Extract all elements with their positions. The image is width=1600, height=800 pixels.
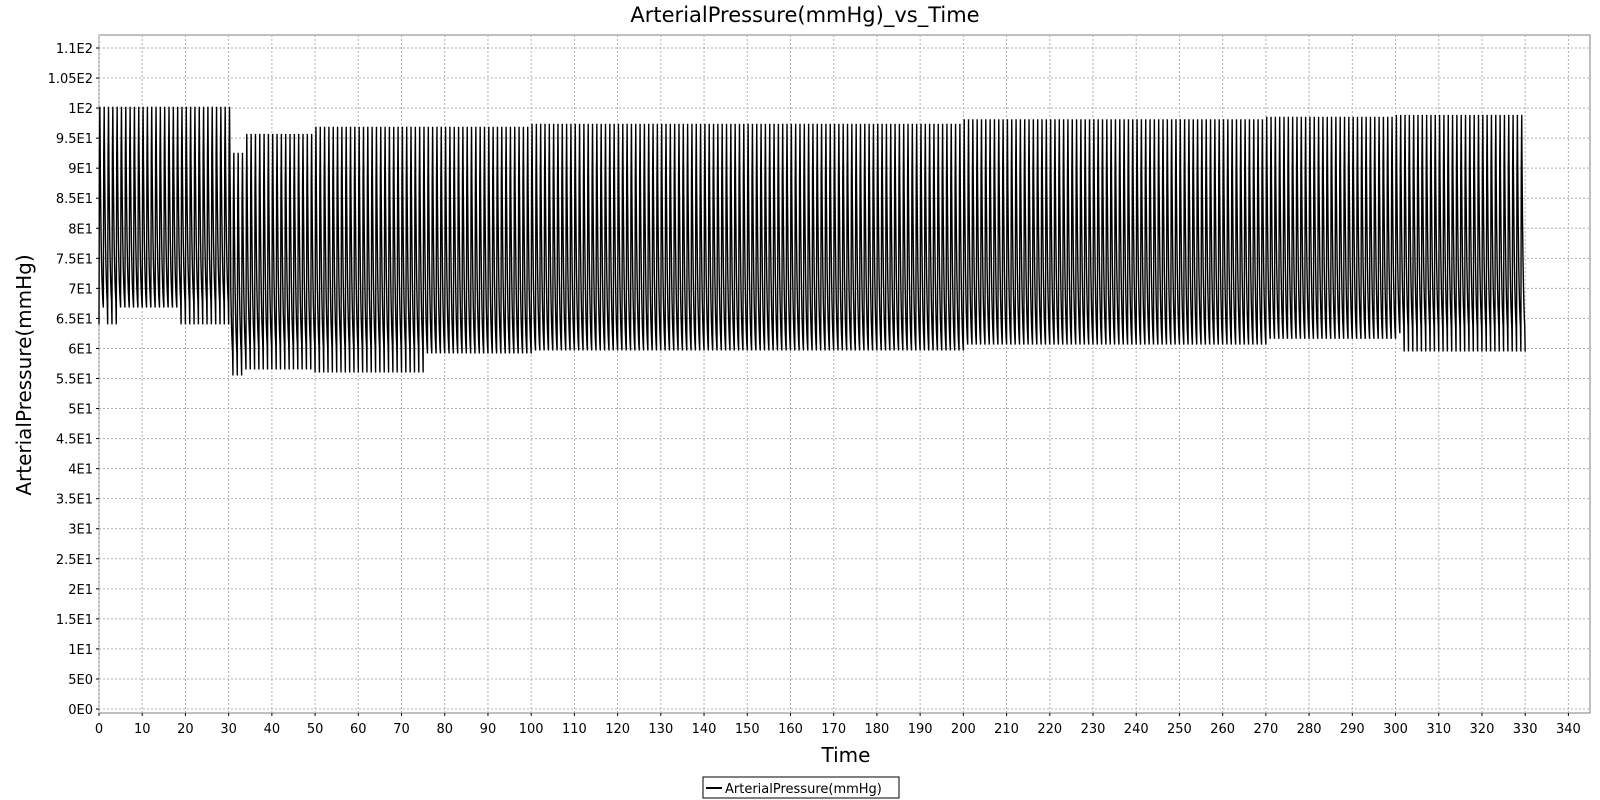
legend: ArterialPressure(mmHg) [702, 776, 900, 799]
y-tick-label: 6.5E1 [56, 312, 93, 327]
x-tick-label: 280 [1297, 722, 1322, 737]
legend-label: ArterialPressure(mmHg) [725, 782, 882, 797]
y-tick-label: 4E1 [68, 463, 93, 478]
x-tick-label: 80 [436, 722, 453, 737]
y-tick-label: 7.5E1 [56, 252, 93, 267]
x-axis-label: Time [821, 743, 871, 767]
x-tick-label: 330 [1513, 722, 1538, 737]
x-tick-label: 200 [951, 722, 976, 737]
x-tick-label: 40 [264, 722, 281, 737]
x-tick-label: 310 [1426, 722, 1451, 737]
x-tick-label: 220 [1037, 722, 1062, 737]
y-axis-label: ArterialPressure(mmHg) [12, 254, 36, 495]
x-tick-label: 300 [1383, 722, 1408, 737]
x-tick-label: 320 [1470, 722, 1495, 737]
x-tick-label: 260 [1210, 722, 1235, 737]
y-tick-label: 1.5E1 [56, 613, 93, 628]
y-tick-label: 8.5E1 [56, 192, 93, 207]
y-tick-label: 9E1 [68, 162, 93, 177]
x-tick-label: 120 [605, 722, 630, 737]
x-tick-label: 270 [1253, 722, 1278, 737]
y-tick-label: 3E1 [68, 523, 93, 538]
x-tick-label: 180 [864, 722, 889, 737]
x-tick-label: 20 [177, 722, 194, 737]
y-tick-label: 0E0 [68, 703, 93, 718]
x-tick-label: 290 [1340, 722, 1365, 737]
x-tick-label: 150 [735, 722, 760, 737]
x-tick-label: 190 [908, 722, 933, 737]
x-tick-label: 50 [307, 722, 324, 737]
x-tick-label: 160 [778, 722, 803, 737]
y-tick-label: 1E2 [68, 102, 93, 117]
y-tick-label: 1.1E2 [56, 42, 93, 57]
x-tick-label: 110 [562, 722, 587, 737]
x-tick-label: 60 [350, 722, 367, 737]
chart-title: ArterialPressure(mmHg)_vs_Time [630, 3, 979, 28]
x-axis-ticks: 0 10 20 30 40 50 60 70 80 90 100 110 120 130 140 150 160… [95, 713, 1581, 737]
y-tick-label: 5E1 [68, 403, 93, 418]
x-tick-label: 0 [95, 722, 103, 737]
y-tick-label: 5E0 [68, 673, 93, 688]
x-tick-label: 10 [134, 722, 151, 737]
y-axis-ticks: 0E0 5E0 1E1 1.5E1 2E1 2.5E1 3E1 3.5E1 4E1 4.5E1 5E… [48, 42, 99, 718]
x-tick-label: 130 [648, 722, 673, 737]
x-tick-label: 90 [480, 722, 497, 737]
legend-box [702, 776, 900, 799]
x-tick-label: 240 [1124, 722, 1149, 737]
y-tick-label: 7E1 [68, 282, 93, 297]
series-group [98, 106, 1526, 376]
y-tick-label: 1.05E2 [48, 72, 93, 87]
x-tick-label: 30 [220, 722, 237, 737]
y-tick-label: 2.5E1 [56, 553, 93, 568]
x-tick-label: 340 [1556, 722, 1581, 737]
y-tick-label: 8E1 [68, 222, 93, 237]
x-tick-label: 140 [692, 722, 717, 737]
x-tick-label: 210 [994, 722, 1019, 737]
y-tick-label: 4.5E1 [56, 433, 93, 448]
x-tick-label: 250 [1167, 722, 1192, 737]
x-tick-label: 230 [1081, 722, 1106, 737]
x-tick-label: 100 [519, 722, 544, 737]
y-tick-label: 6E1 [68, 342, 93, 357]
plot-area [98, 34, 1591, 714]
y-tick-label: 3.5E1 [56, 493, 93, 508]
y-tick-label: 5.5E1 [56, 373, 93, 388]
x-tick-label: 170 [821, 722, 846, 737]
y-tick-label: 2E1 [68, 583, 93, 598]
x-tick-label: 70 [393, 722, 410, 737]
y-tick-label: 1E1 [68, 643, 93, 658]
series-line-arterial-pressure [98, 106, 1526, 376]
y-tick-label: 9.5E1 [56, 132, 93, 147]
